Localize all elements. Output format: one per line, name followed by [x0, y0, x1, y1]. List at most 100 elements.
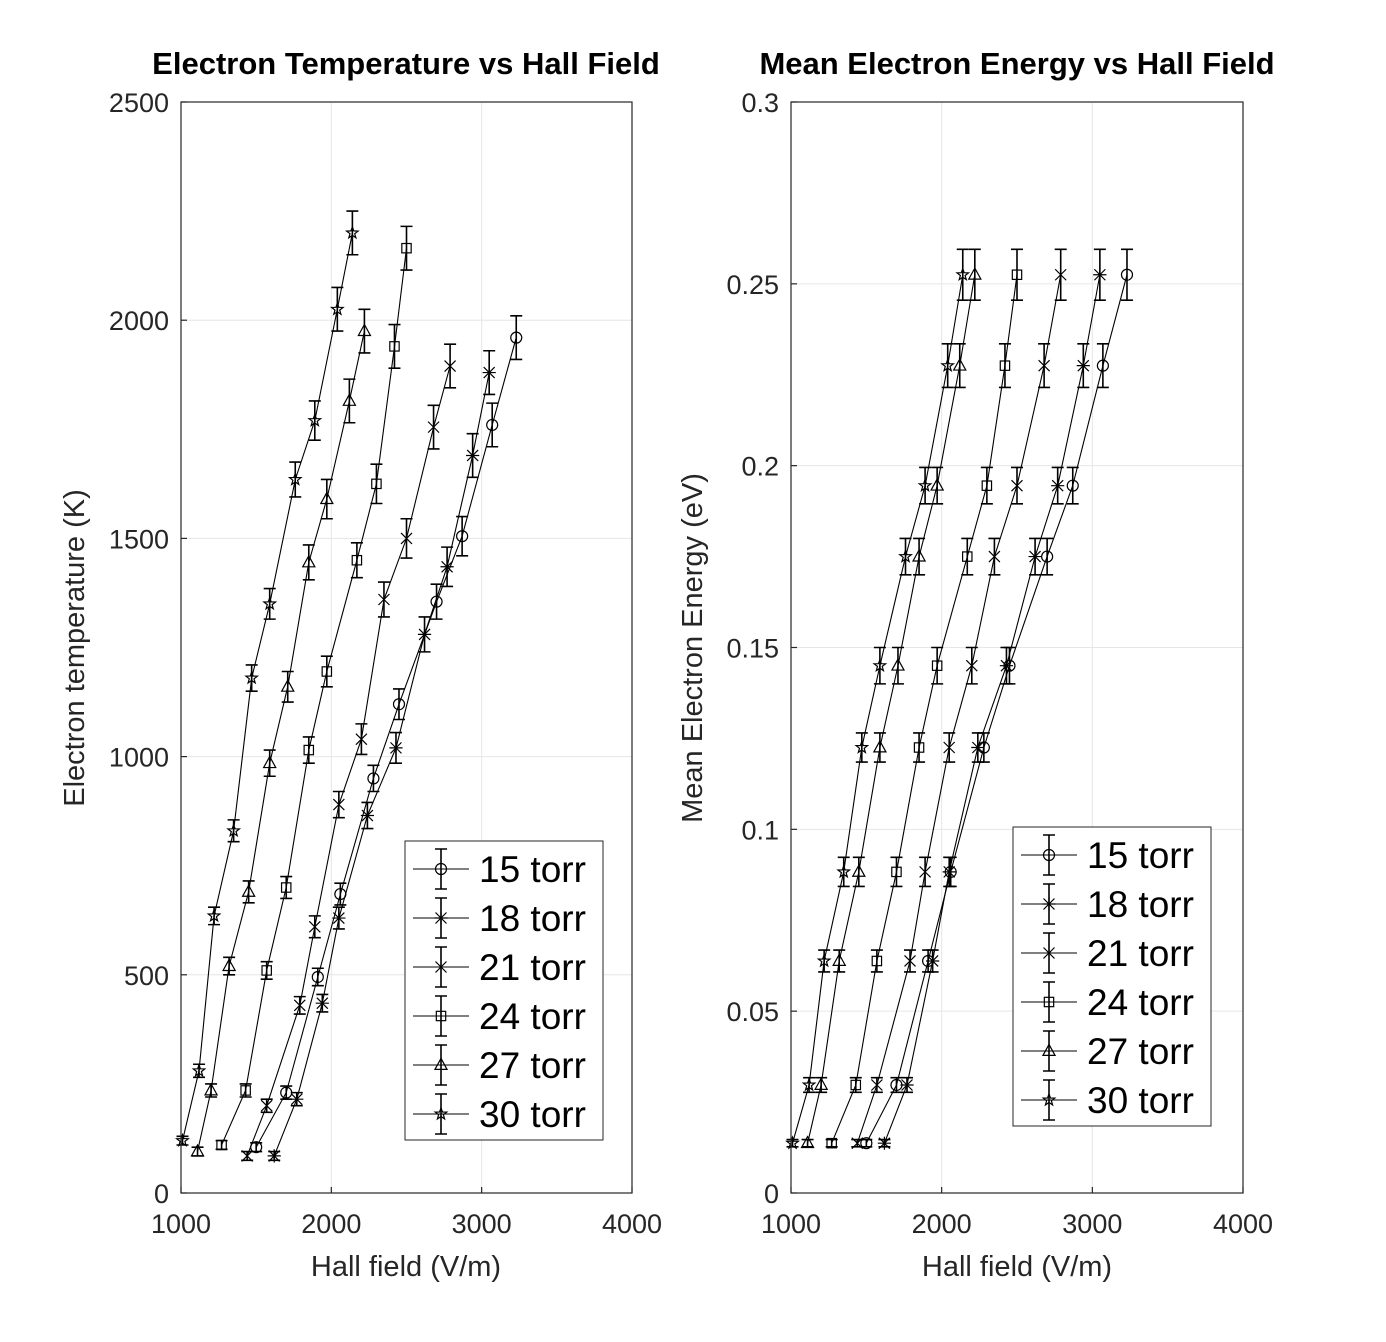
data-point — [850, 1079, 862, 1091]
error-bar — [913, 732, 926, 763]
legend-label: 24 torr — [1087, 982, 1194, 1023]
error-bar — [400, 225, 413, 271]
legend-error-bar — [435, 848, 447, 890]
data-point — [836, 864, 852, 879]
data-point — [280, 882, 292, 893]
y-tick-label: 500 — [124, 961, 169, 991]
series-line — [807, 274, 976, 1144]
series-line — [831, 274, 1018, 1144]
error-bar — [855, 732, 868, 763]
data-point — [943, 741, 956, 754]
data-point — [940, 357, 956, 373]
data-point — [204, 1082, 219, 1096]
y-tick-label: 0.3 — [741, 88, 779, 118]
data-point — [329, 301, 345, 316]
data-point — [344, 225, 360, 240]
series-18-torr — [267, 349, 496, 1163]
data-point — [870, 1079, 883, 1091]
data-point — [826, 1137, 837, 1149]
series-line — [273, 372, 490, 1157]
data-point — [240, 1085, 251, 1096]
data-point — [1054, 268, 1067, 281]
legend-label: 21 torr — [479, 947, 586, 988]
error-bar — [302, 544, 315, 581]
error-bar — [370, 463, 383, 505]
error-bar — [343, 378, 356, 424]
series-line — [196, 330, 365, 1152]
legend-label: 15 torr — [479, 849, 586, 890]
x-tick-label: 1000 — [761, 1209, 821, 1239]
error-bar — [941, 343, 954, 389]
error-bar — [968, 248, 981, 301]
error-bar — [956, 248, 969, 301]
data-point — [466, 448, 480, 463]
data-point — [1096, 359, 1109, 372]
data-point — [942, 865, 956, 879]
legend-marker — [1043, 947, 1055, 959]
legend-label: 30 torr — [1087, 1080, 1194, 1121]
data-point — [357, 323, 372, 337]
data-point — [342, 393, 357, 406]
data-point — [1051, 479, 1065, 493]
data-point — [280, 678, 295, 692]
data-point — [222, 958, 237, 972]
series-18-torr — [877, 248, 1107, 1150]
error-bar — [308, 400, 321, 442]
data-point — [898, 548, 914, 563]
x-tick-label: 4000 — [602, 1209, 662, 1239]
y-axis-label: Electron temperature (K) — [59, 489, 91, 807]
data-point — [1011, 479, 1023, 492]
data-point — [955, 266, 971, 282]
error-bar — [825, 1138, 838, 1148]
electron-temperature-chart: Electron Temperature vs Hall Field 1000 2… — [59, 46, 662, 1283]
data-point — [952, 357, 967, 371]
data-point — [311, 970, 324, 984]
data-point — [332, 911, 346, 925]
error-bar — [1120, 248, 1133, 301]
series-line — [221, 248, 408, 1146]
error-bar — [1041, 537, 1054, 576]
error-bar — [320, 478, 333, 520]
data-point — [216, 1139, 227, 1151]
data-point — [303, 744, 315, 756]
data-point — [262, 755, 277, 769]
data-point — [206, 908, 222, 923]
error-bar — [873, 646, 886, 685]
data-point — [190, 1143, 205, 1157]
x-tick-label: 4000 — [1213, 1209, 1273, 1239]
y-tick-label: 0 — [154, 1179, 169, 1209]
error-bar — [873, 732, 886, 763]
legend-label: 15 torr — [1087, 835, 1194, 876]
error-bar — [961, 537, 974, 576]
chart-title: Electron Temperature vs Hall Field — [152, 46, 660, 81]
legend-marker — [434, 862, 448, 876]
data-point — [510, 331, 523, 344]
data-point — [360, 808, 375, 823]
error-bar — [931, 646, 944, 685]
data-point — [389, 341, 400, 352]
x-tick-label: 3000 — [452, 1209, 512, 1239]
error-bar — [367, 764, 380, 793]
error-bar — [953, 343, 966, 389]
data-point — [800, 1135, 815, 1149]
error-bar — [320, 655, 333, 688]
series-21-torr — [241, 343, 457, 1162]
data-point — [260, 1099, 273, 1112]
legend-marker — [1042, 848, 1056, 862]
data-point — [1028, 549, 1042, 564]
series-line — [865, 274, 1128, 1144]
data-point — [293, 999, 306, 1012]
data-point — [427, 421, 440, 434]
data-point — [962, 551, 973, 562]
error-bar — [311, 967, 324, 987]
data-point — [785, 1135, 801, 1150]
y-tick-label: 0.2 — [741, 452, 779, 482]
error-bar — [245, 664, 258, 692]
legend-label: 18 torr — [479, 898, 586, 939]
error-bar — [510, 315, 523, 361]
error-bar — [931, 466, 944, 505]
legend-marker — [1043, 996, 1055, 1008]
data-point — [417, 627, 432, 642]
legend-error-bar — [1043, 1079, 1055, 1121]
error-bar — [998, 343, 1011, 389]
